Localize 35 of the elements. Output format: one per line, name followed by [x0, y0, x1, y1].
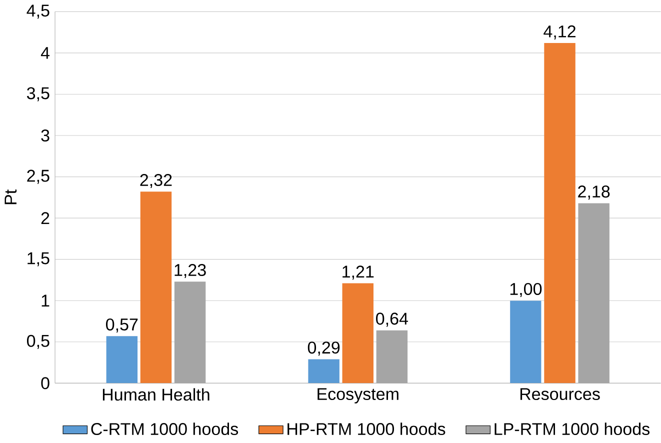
data-label: 1,23	[174, 264, 206, 278]
legend-label: LP-RTM 1000 hoods	[494, 422, 650, 436]
y-tick-label: 0	[41, 377, 50, 390]
y-tick-label: 0,5	[27, 335, 50, 350]
legend-label: C-RTM 1000 hoods	[91, 422, 238, 436]
data-label: 4,12	[544, 26, 576, 40]
x-tick-label: Ecosystem	[318, 388, 398, 404]
x-tick-label: Human Health	[102, 388, 210, 401]
data-label: 0,64	[376, 312, 408, 327]
y-tick-label: 2	[41, 212, 50, 224]
bar	[342, 283, 374, 384]
y-tick-label: 3,5	[26, 87, 50, 102]
bar	[578, 203, 610, 384]
data-label: 1,00	[510, 283, 542, 298]
bar	[510, 300, 542, 384]
y-axis-title: Pt	[4, 190, 17, 204]
data-label: 0,57	[106, 318, 138, 333]
y-tick-label: 3	[41, 130, 50, 142]
bar	[376, 330, 408, 384]
bar	[140, 192, 172, 384]
y-tick-label: 2,5	[27, 170, 50, 184]
legend-label: HP-RTM 1000 hoods	[288, 422, 446, 436]
y-tick-label: 1	[42, 294, 50, 307]
y-tick-label: 4	[40, 47, 50, 59]
bar	[174, 282, 206, 384]
bar	[308, 359, 340, 384]
bar	[544, 43, 576, 384]
data-label: 0,29	[308, 342, 340, 356]
data-label: 2,32	[140, 174, 172, 188]
x-tick-label: Resources	[520, 388, 600, 400]
y-tick-label: 4,5	[26, 4, 50, 19]
y-tick-label: 1,5	[28, 252, 50, 266]
bar	[106, 336, 138, 384]
data-label: 2,18	[578, 186, 610, 200]
data-label: 1,21	[342, 266, 374, 280]
